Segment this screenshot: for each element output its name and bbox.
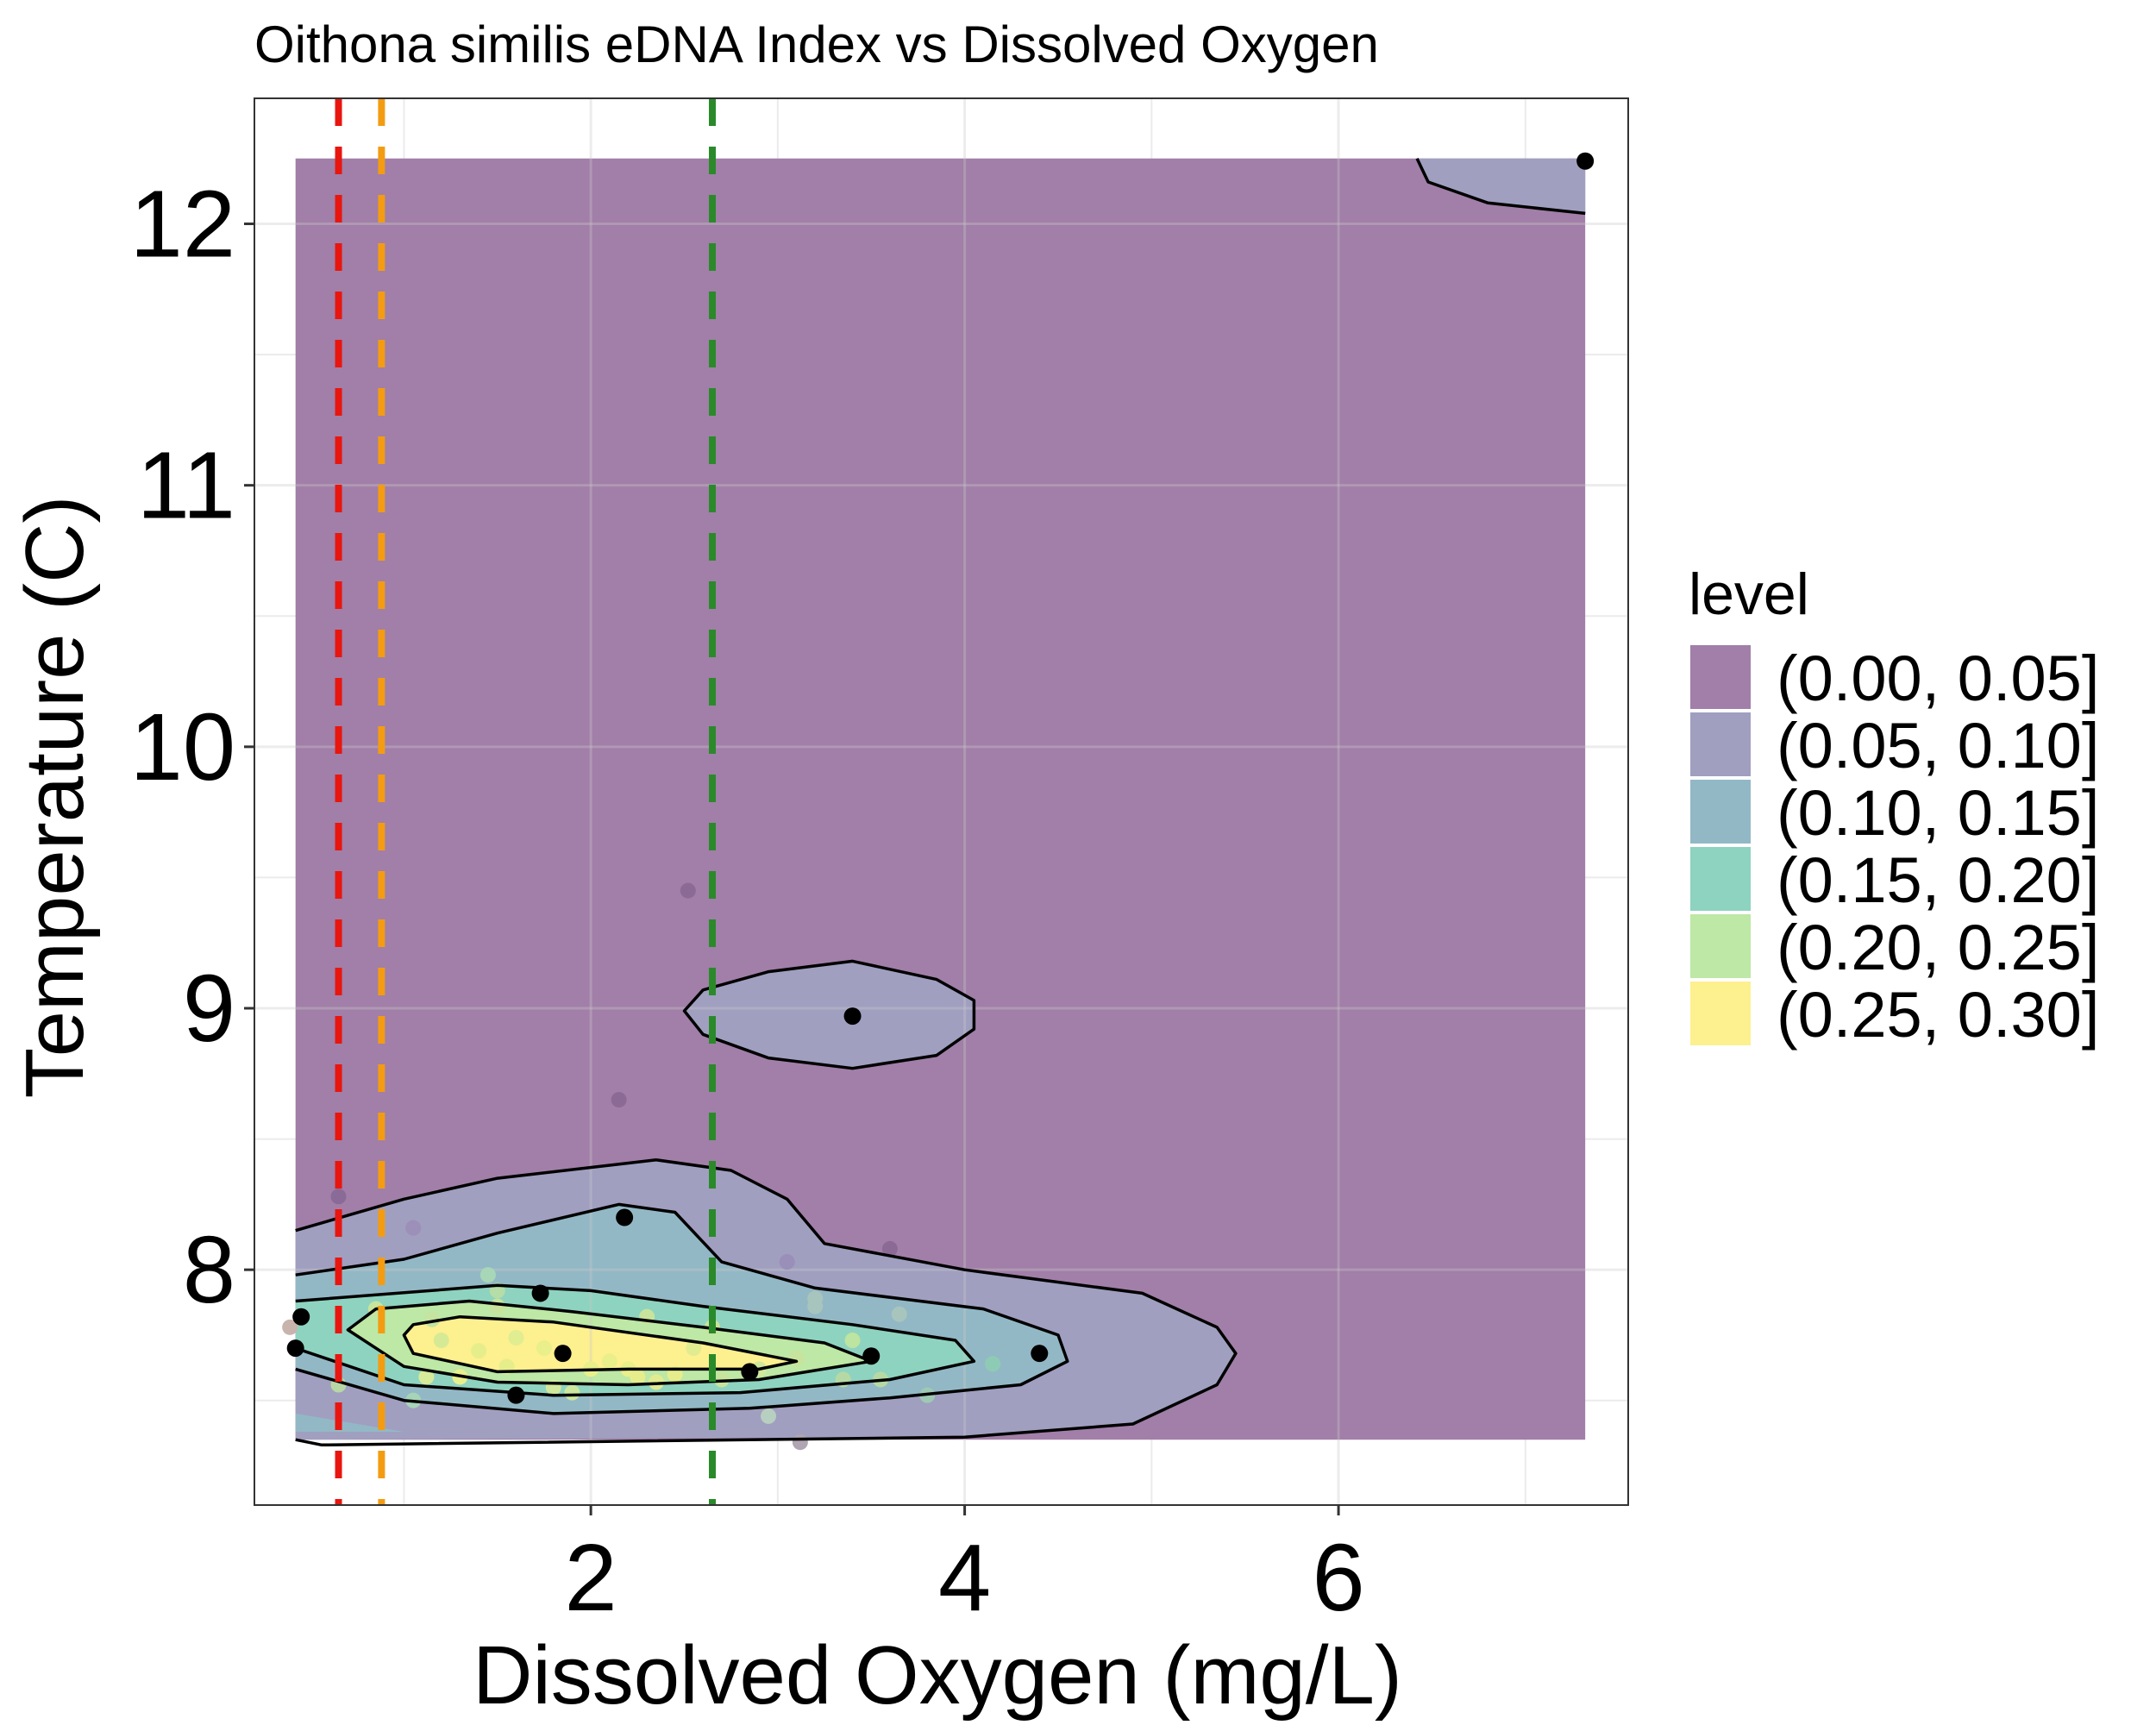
density-fill-2 [1417, 158, 1586, 214]
data-point-faint [611, 1092, 627, 1108]
contour-line-4 [295, 1283, 976, 1397]
data-point [292, 1308, 310, 1326]
reference-lines [335, 98, 716, 1505]
y-tick-label: 9 [183, 956, 235, 1062]
contour-lines [295, 157, 1586, 1447]
contour-line-3 [295, 1202, 1069, 1415]
data-point-faint [330, 1189, 347, 1205]
legend-key [1690, 914, 1751, 978]
chart-title: Oithona similis eDNA Index vs Dissolved … [254, 16, 1379, 73]
legend-key [1690, 712, 1751, 776]
y-tick-label: 12 [130, 172, 235, 278]
data-point-faint [985, 1356, 1001, 1372]
legend-key [1690, 847, 1751, 911]
x-axis: 2 4 6 [565, 1505, 1365, 1631]
legend-label: (0.05, 0.10] [1777, 710, 2099, 781]
legend-label: (0.15, 0.20] [1777, 844, 2099, 916]
data-point [843, 1007, 862, 1026]
density-fill-6 [404, 1316, 797, 1372]
legend-entries: (0.00, 0.05](0.05, 0.10](0.10, 0.15](0.1… [1690, 643, 2099, 1051]
y-tick-label: 8 [183, 1217, 235, 1323]
legend-label: (0.20, 0.25] [1777, 912, 2099, 983]
x-tick-label: 4 [938, 1525, 991, 1631]
contour-line-5 [346, 1299, 873, 1387]
solid-points [286, 152, 1595, 1404]
data-point [507, 1386, 525, 1404]
data-point [1031, 1345, 1049, 1363]
data-point-faint [601, 1353, 617, 1370]
data-point-faint [536, 1340, 552, 1357]
panel-border [254, 97, 1629, 1506]
data-point-faint [433, 1333, 449, 1349]
data-point-faint [807, 1298, 824, 1314]
data-point [286, 1339, 304, 1358]
data-point-faint [779, 1254, 795, 1270]
legend: level (0.00, 0.05](0.05, 0.10](0.10, 0.1… [1689, 561, 2099, 1051]
data-point [531, 1284, 549, 1302]
data-point-faint [282, 1319, 298, 1335]
legend-label: (0.25, 0.30] [1777, 979, 2099, 1051]
data-point-faint [564, 1384, 580, 1401]
density-fills [295, 158, 1586, 1440]
y-tick-label: 11 [137, 433, 235, 539]
contour-line-0 [295, 1158, 1238, 1447]
density-fill-1 [684, 961, 975, 1069]
data-point-faint [788, 1351, 805, 1367]
data-point [741, 1363, 759, 1381]
data-point-faint [489, 1298, 505, 1314]
data-point-faint [792, 1434, 808, 1451]
data-point-faint [680, 882, 696, 899]
legend-title: level [1689, 561, 1809, 627]
contour-line-6 [402, 1314, 799, 1374]
legend-label: (0.00, 0.05] [1777, 643, 2099, 714]
legend-label: (0.10, 0.15] [1777, 777, 2099, 849]
data-point-faint [881, 1240, 898, 1257]
y-axis-title: Temperature (C) [9, 496, 101, 1099]
data-point-faint [686, 1340, 702, 1357]
data-point-faint [891, 1306, 907, 1322]
legend-key [1690, 780, 1751, 844]
data-point [862, 1347, 881, 1365]
data-point [616, 1208, 634, 1226]
panel-frame [254, 97, 1629, 1506]
data-point [1576, 152, 1595, 170]
data-point-faint [844, 1333, 861, 1349]
data-point [554, 1345, 572, 1363]
x-axis-title: Dissolved Oxygen (mg/L) [473, 1629, 1402, 1722]
data-point-faint [471, 1343, 487, 1359]
y-tick-label: 10 [130, 694, 235, 800]
data-point-faint [508, 1329, 524, 1346]
legend-key [1690, 982, 1751, 1045]
data-point-faint [630, 1369, 646, 1385]
data-point-faint [479, 1267, 496, 1283]
data-point-faint [405, 1220, 422, 1236]
legend-key [1690, 645, 1751, 709]
contour-line-1 [682, 959, 976, 1070]
data-point-faint [761, 1408, 777, 1424]
y-axis: 8 9 10 11 12 [130, 172, 254, 1323]
x-tick-label: 6 [1312, 1525, 1364, 1631]
data-point-faint [418, 1369, 435, 1385]
contour-line-2 [1415, 157, 1586, 216]
x-tick-label: 2 [565, 1525, 617, 1631]
